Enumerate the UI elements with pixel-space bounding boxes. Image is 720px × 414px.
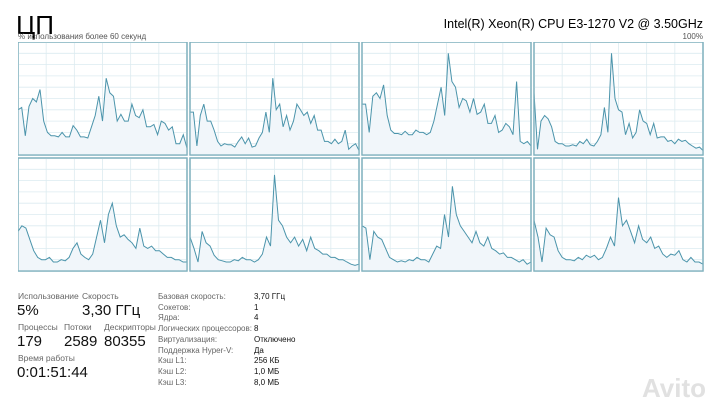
graph-subtitle: % использования более 60 секунд [18, 32, 147, 41]
graph-border [18, 157, 188, 272]
usage-line [18, 201, 187, 263]
spec-value: 3,70 ГГц [254, 292, 286, 301]
handles-label: Дескрипторы [104, 322, 156, 332]
spec-value: 256 КБ [254, 356, 280, 366]
usage-area [534, 197, 703, 271]
graph-border [361, 157, 532, 272]
usage-area [18, 78, 187, 155]
graph-border [18, 42, 188, 156]
processes-value: 179 [17, 333, 43, 350]
usage-value: 5% [17, 302, 39, 319]
spec-value: 8 [254, 324, 259, 334]
usage-area [534, 53, 703, 155]
spec-value: 1 [254, 302, 259, 312]
usage-area [362, 53, 531, 155]
core-graph-4 [18, 157, 188, 272]
usage-line [533, 197, 704, 265]
core-graph-3 [533, 42, 704, 156]
spec-label: Кэш L3: [158, 377, 187, 387]
spec-label: Кэш L2: [158, 366, 187, 376]
handles-value: 80355 [104, 333, 146, 350]
graph-max-label: 100% [682, 32, 703, 41]
usage-line [362, 53, 532, 147]
usage-line [190, 78, 360, 151]
graph-border [533, 157, 704, 272]
spec-value: 8,0 МБ [254, 377, 280, 387]
threads-label: Потоки [64, 322, 92, 332]
usage-line [533, 53, 704, 151]
usage-area [190, 78, 359, 155]
usage-area [190, 174, 359, 271]
usage-line [361, 186, 532, 265]
cpu-model-name: Intel(R) Xeon(R) CPU E3-1270 V2 @ 3.50GH… [443, 17, 703, 31]
spec-label: Кэш L1: [158, 356, 187, 366]
graph-border [189, 42, 360, 156]
core-graph-0 [18, 42, 188, 156]
spec-label: Логических процессоров: [158, 324, 252, 334]
spec-label: Базовая скорость: [158, 292, 226, 301]
usage-area [18, 203, 187, 271]
spec-value: 4 [254, 313, 259, 323]
threads-value: 2589 [64, 333, 98, 350]
spec-label: Сокетов: [158, 302, 191, 312]
spec-label: Ядра: [158, 313, 180, 323]
uptime-label: Время работы [18, 353, 75, 363]
core-graph-6 [361, 157, 532, 272]
core-graph-2 [361, 42, 532, 156]
speed-label: Скорость [82, 291, 119, 301]
usage-label: Использование [18, 291, 79, 301]
processes-label: Процессы [18, 322, 58, 332]
graph-border [361, 42, 532, 156]
core-graph-5 [189, 157, 360, 272]
watermark-logo: Avito [641, 373, 706, 403]
spec-value: Отключено [254, 334, 296, 344]
uptime-value: 0:01:51:44 [17, 364, 88, 381]
page-title: ЦП [16, 10, 54, 40]
graph-border [533, 42, 704, 156]
usage-line [189, 174, 360, 266]
core-graph-1 [189, 42, 360, 156]
spec-value: Да [254, 345, 264, 355]
cpu-graphs [18, 42, 704, 272]
usage-line [18, 78, 188, 149]
spec-label: Виртуализация: [158, 334, 218, 344]
spec-value: 1,0 МБ [254, 366, 280, 376]
core-graph-7 [533, 157, 704, 272]
speed-value: 3,30 ГГц [82, 302, 141, 319]
graph-border [189, 157, 360, 272]
spec-label: Поддержка Hyper-V: [158, 345, 234, 355]
